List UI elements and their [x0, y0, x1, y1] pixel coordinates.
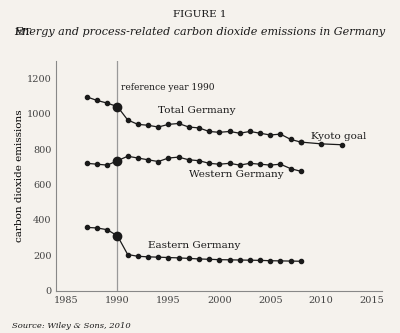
Text: Western Germany: Western Germany — [189, 169, 284, 178]
Text: FIGURE 1: FIGURE 1 — [173, 10, 227, 19]
Text: Energy and process-related carbon dioxide emissions in Germany: Energy and process-related carbon dioxid… — [14, 27, 386, 37]
Text: Source: Wiley & Sons, 2010: Source: Wiley & Sons, 2010 — [12, 322, 131, 330]
Text: Eastern Germany: Eastern Germany — [148, 241, 240, 250]
Y-axis label: carbon dioxide emissions: carbon dioxide emissions — [15, 110, 24, 242]
Text: MT: MT — [14, 28, 31, 37]
Text: reference year 1990: reference year 1990 — [120, 83, 214, 92]
Text: Total Germany: Total Germany — [158, 106, 236, 115]
Text: Kyoto goal: Kyoto goal — [311, 132, 366, 141]
